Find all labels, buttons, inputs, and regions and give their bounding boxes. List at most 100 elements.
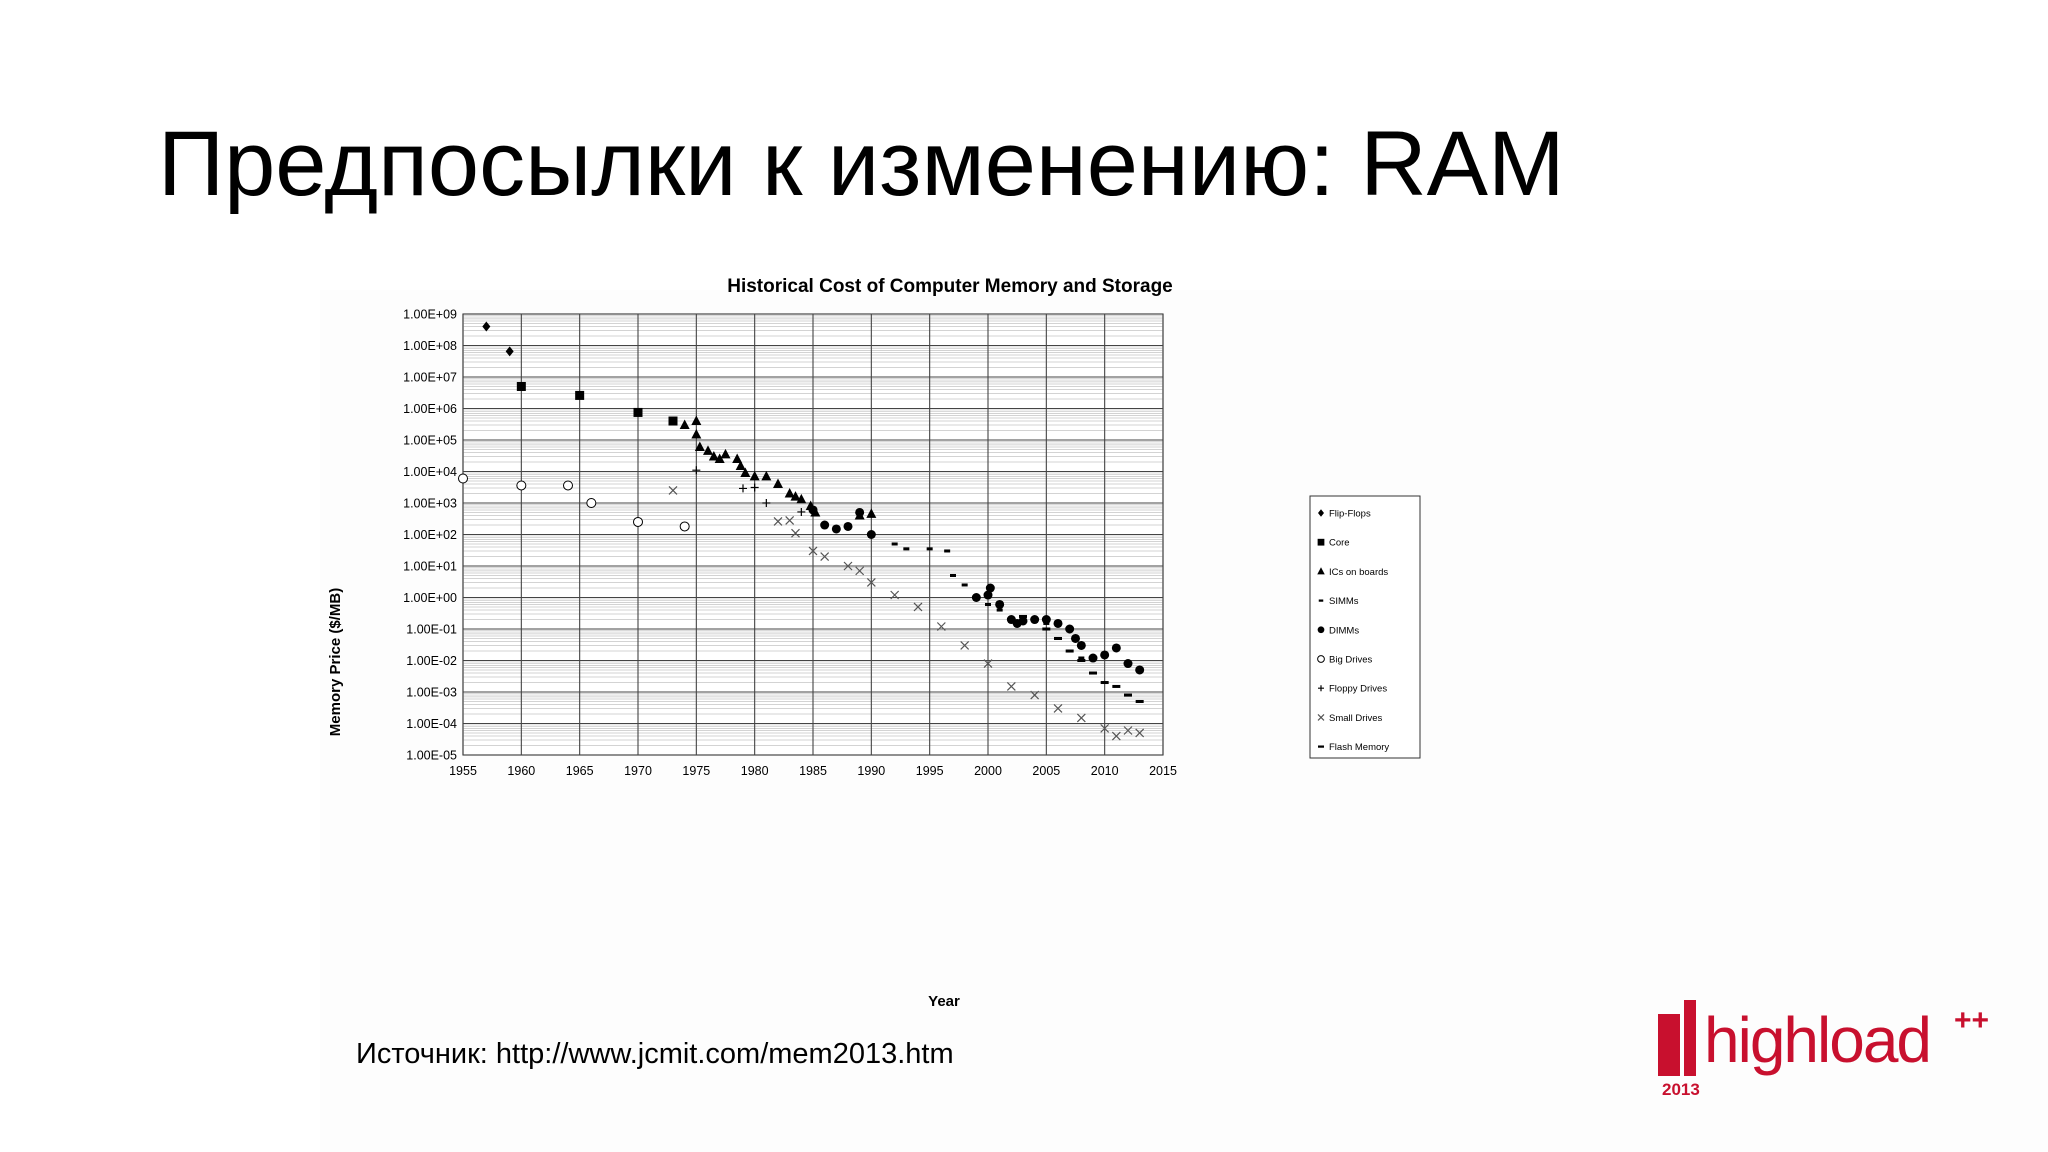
x-tick-label: 2005	[1032, 764, 1060, 778]
data-point	[797, 507, 806, 516]
data-point	[458, 473, 468, 484]
data-point	[1088, 653, 1098, 663]
legend-box	[1309, 495, 1421, 759]
series-small-drives	[668, 486, 1145, 741]
data-point	[668, 486, 678, 495]
source-citation: Источник: http://www.jcmit.com/mem2013.h…	[356, 1038, 954, 1070]
data-point	[762, 499, 771, 507]
data-point	[1112, 684, 1121, 688]
data-point	[735, 460, 746, 470]
data-point	[1089, 671, 1097, 675]
data-point	[1100, 723, 1110, 733]
data-point	[516, 381, 526, 391]
data-point	[749, 470, 760, 481]
series-core	[516, 381, 678, 426]
data-point	[808, 505, 818, 515]
data-point	[985, 602, 991, 606]
data-point	[1100, 681, 1109, 685]
legend-marker	[1318, 685, 1324, 692]
data-point	[694, 441, 705, 451]
legend-marker	[1318, 745, 1324, 748]
data-point	[983, 659, 993, 668]
y-axis-ticks: 1.00E-05 1.00E-04 1.00E-03 1.00E-02 1.00E-01…	[403, 308, 457, 763]
data-point	[1053, 618, 1063, 628]
series-flash-memory	[1019, 614, 1144, 703]
y-tick-label: 1.00E+07	[403, 371, 457, 385]
data-point	[575, 390, 585, 400]
y-tick-label: 1.00E-01	[406, 623, 457, 637]
legend-label: Small Drives	[1329, 713, 1383, 724]
x-tick-label: 1980	[741, 764, 769, 778]
y-tick-label: 1.00E+01	[403, 560, 457, 574]
data-point	[1054, 636, 1062, 640]
data-point	[1071, 633, 1080, 643]
data-point	[1065, 649, 1074, 653]
logo-year: 2013	[1662, 1080, 1700, 1099]
data-point	[903, 547, 910, 551]
data-point	[983, 590, 993, 600]
legend-marker	[1318, 509, 1324, 517]
data-point	[890, 590, 900, 600]
data-point	[961, 583, 968, 587]
data-point	[791, 528, 800, 538]
series-flip-flops	[482, 321, 514, 357]
data-point	[866, 578, 876, 587]
data-point	[831, 524, 841, 534]
y-tick-label: 1.00E+03	[403, 497, 457, 511]
legend-label: Big Drives	[1329, 655, 1373, 666]
data-point	[785, 515, 795, 525]
data-point	[926, 547, 933, 551]
data-point	[1135, 728, 1145, 738]
data-point	[708, 450, 719, 461]
x-tick-label: 2000	[974, 764, 1002, 778]
data-point	[1078, 656, 1085, 660]
x-tick-label: 1995	[916, 764, 944, 778]
legend-label: Core	[1329, 538, 1350, 549]
data-point	[995, 599, 1005, 609]
series-dimms	[808, 505, 1145, 675]
legend-marker	[1317, 538, 1325, 546]
logo-superscript: ++	[1954, 1004, 1989, 1037]
data-point	[820, 552, 830, 561]
y-tick-label: 1.00E+06	[403, 402, 457, 416]
data-point	[679, 521, 690, 532]
legend-label: Flash Memory	[1329, 742, 1389, 753]
data-point	[516, 480, 527, 491]
data-point	[808, 546, 818, 556]
data-point	[1006, 682, 1016, 691]
logo-mark	[1658, 1014, 1680, 1076]
data-point	[796, 493, 807, 504]
x-tick-label: 1990	[857, 764, 885, 778]
legend: Flip-Flops Core ICs on boards SIMMs DIMMs Big…	[1309, 495, 1421, 759]
data-point	[1042, 627, 1051, 631]
x-tick-label: 2010	[1091, 764, 1119, 778]
legend-marker	[1318, 599, 1324, 602]
data-point	[633, 516, 643, 527]
data-point	[996, 608, 1003, 612]
data-point	[891, 542, 898, 546]
data-point	[843, 561, 853, 571]
data-point	[1041, 615, 1051, 625]
data-point	[703, 445, 713, 455]
legend-label: Flip-Flops	[1329, 509, 1371, 520]
data-point	[960, 641, 970, 650]
data-point	[1100, 650, 1110, 660]
slide-title: Предпосылки к изменению: RAM	[158, 113, 1565, 215]
y-axis-label: Memory Price ($/MB)	[327, 588, 344, 736]
data-point	[971, 593, 981, 602]
y-tick-label: 1.00E-04	[406, 717, 457, 731]
data-point	[784, 488, 795, 498]
data-point	[668, 416, 678, 426]
x-tick-label: 1955	[449, 764, 477, 778]
data-point	[691, 415, 702, 426]
data-point	[1135, 665, 1145, 675]
y-tick-label: 1.00E+09	[403, 308, 457, 322]
data-point	[936, 622, 946, 631]
x-axis-label: Year	[928, 993, 960, 1010]
x-tick-label: 1965	[566, 764, 594, 778]
data-point	[505, 346, 514, 357]
data-point	[1135, 699, 1144, 703]
legend-label: Floppy Drives	[1329, 684, 1387, 695]
logo-word: highload	[1704, 1004, 1930, 1076]
data-point	[1030, 615, 1040, 625]
